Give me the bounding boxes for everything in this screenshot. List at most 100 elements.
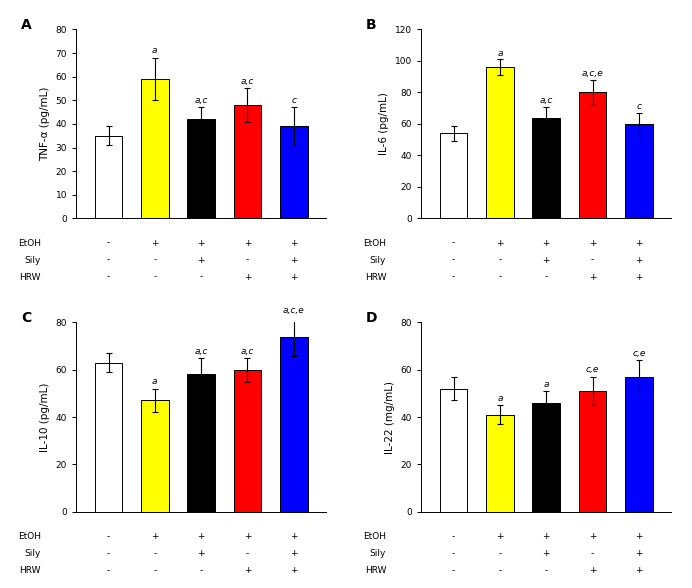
Bar	[439, 389, 468, 512]
Text: +: +	[589, 273, 597, 282]
Text: +: +	[496, 532, 504, 540]
Text: -: -	[153, 549, 156, 557]
Text: +: +	[635, 532, 643, 540]
Text: +: +	[635, 239, 643, 248]
Text: +: +	[197, 256, 205, 265]
Text: +: +	[290, 273, 298, 282]
Text: +: +	[244, 239, 251, 248]
Text: -: -	[246, 549, 249, 557]
Text: a: a	[497, 49, 502, 58]
Text: -: -	[107, 532, 110, 540]
Text: -: -	[591, 256, 594, 265]
Text: -: -	[545, 273, 548, 282]
Text: +: +	[290, 532, 298, 540]
Text: B: B	[366, 18, 377, 32]
Text: +: +	[151, 239, 158, 248]
Text: -: -	[107, 549, 110, 557]
Text: a,c,e: a,c,e	[582, 69, 603, 78]
Bar	[280, 337, 308, 512]
Text: +: +	[290, 239, 298, 248]
Y-axis label: IL-10 (pg/mL): IL-10 (pg/mL)	[40, 382, 50, 452]
Text: +: +	[543, 256, 550, 265]
Bar	[188, 375, 215, 512]
Bar	[579, 92, 606, 219]
Text: a,c: a,c	[540, 96, 553, 105]
Text: -: -	[452, 273, 455, 282]
Y-axis label: IL-22 (mg/mL): IL-22 (mg/mL)	[385, 380, 395, 453]
Text: EtOH: EtOH	[363, 532, 386, 540]
Text: D: D	[366, 311, 378, 325]
Text: -: -	[153, 566, 156, 574]
Text: -: -	[153, 273, 156, 282]
Text: EtOH: EtOH	[363, 239, 386, 248]
Text: +: +	[151, 532, 158, 540]
Text: c,e: c,e	[632, 349, 646, 358]
Text: Sily: Sily	[370, 256, 386, 265]
Text: c,e: c,e	[586, 366, 599, 375]
Text: +: +	[589, 532, 597, 540]
Text: +: +	[589, 239, 597, 248]
Bar	[532, 403, 560, 512]
Text: -: -	[107, 256, 110, 265]
Text: -: -	[498, 273, 502, 282]
Text: a,c,e: a,c,e	[283, 306, 304, 315]
Text: +: +	[244, 532, 251, 540]
Text: +: +	[635, 256, 643, 265]
Text: HRW: HRW	[365, 566, 386, 574]
Bar	[439, 133, 468, 219]
Text: a,c: a,c	[241, 77, 254, 86]
Text: c: c	[291, 96, 296, 105]
Text: -: -	[498, 549, 502, 557]
Bar	[625, 377, 653, 512]
Text: HRW: HRW	[19, 566, 41, 574]
Text: -: -	[545, 566, 548, 574]
Bar	[95, 363, 122, 512]
Text: EtOH: EtOH	[18, 239, 41, 248]
Text: Sily: Sily	[25, 549, 41, 557]
Text: a: a	[152, 377, 158, 386]
Text: -: -	[246, 256, 249, 265]
Text: HRW: HRW	[365, 273, 386, 282]
Text: -: -	[498, 256, 502, 265]
Bar	[95, 136, 122, 219]
Text: -: -	[107, 239, 110, 248]
Y-axis label: TNF-α (pg/mL): TNF-α (pg/mL)	[40, 87, 50, 161]
Text: +: +	[543, 549, 550, 557]
Bar	[280, 126, 308, 219]
Text: +: +	[197, 239, 205, 248]
Text: a: a	[497, 394, 502, 403]
Bar	[579, 391, 606, 512]
Text: a,c: a,c	[194, 346, 208, 356]
Bar	[188, 119, 215, 219]
Text: +: +	[635, 566, 643, 574]
Text: EtOH: EtOH	[18, 532, 41, 540]
Text: -: -	[452, 566, 455, 574]
Text: a,c: a,c	[194, 96, 208, 105]
Text: HRW: HRW	[19, 273, 41, 282]
Text: +: +	[244, 273, 251, 282]
Text: -: -	[452, 549, 455, 557]
Text: +: +	[635, 549, 643, 557]
Text: -: -	[591, 549, 594, 557]
Y-axis label: IL-6 (pg/mL): IL-6 (pg/mL)	[379, 92, 390, 155]
Bar	[234, 370, 262, 512]
Bar	[486, 415, 513, 512]
Text: +: +	[290, 256, 298, 265]
Text: -: -	[107, 273, 110, 282]
Bar	[141, 400, 169, 512]
Text: C: C	[21, 311, 31, 325]
Text: -: -	[107, 566, 110, 574]
Text: c: c	[637, 102, 641, 111]
Text: +: +	[496, 239, 504, 248]
Text: +: +	[290, 566, 298, 574]
Text: A: A	[21, 18, 32, 32]
Text: -: -	[199, 273, 203, 282]
Text: a: a	[152, 46, 158, 55]
Text: +: +	[589, 566, 597, 574]
Text: +: +	[244, 566, 251, 574]
Bar	[532, 118, 560, 219]
Text: +: +	[290, 549, 298, 557]
Text: -: -	[452, 256, 455, 265]
Bar	[141, 79, 169, 219]
Text: +: +	[197, 549, 205, 557]
